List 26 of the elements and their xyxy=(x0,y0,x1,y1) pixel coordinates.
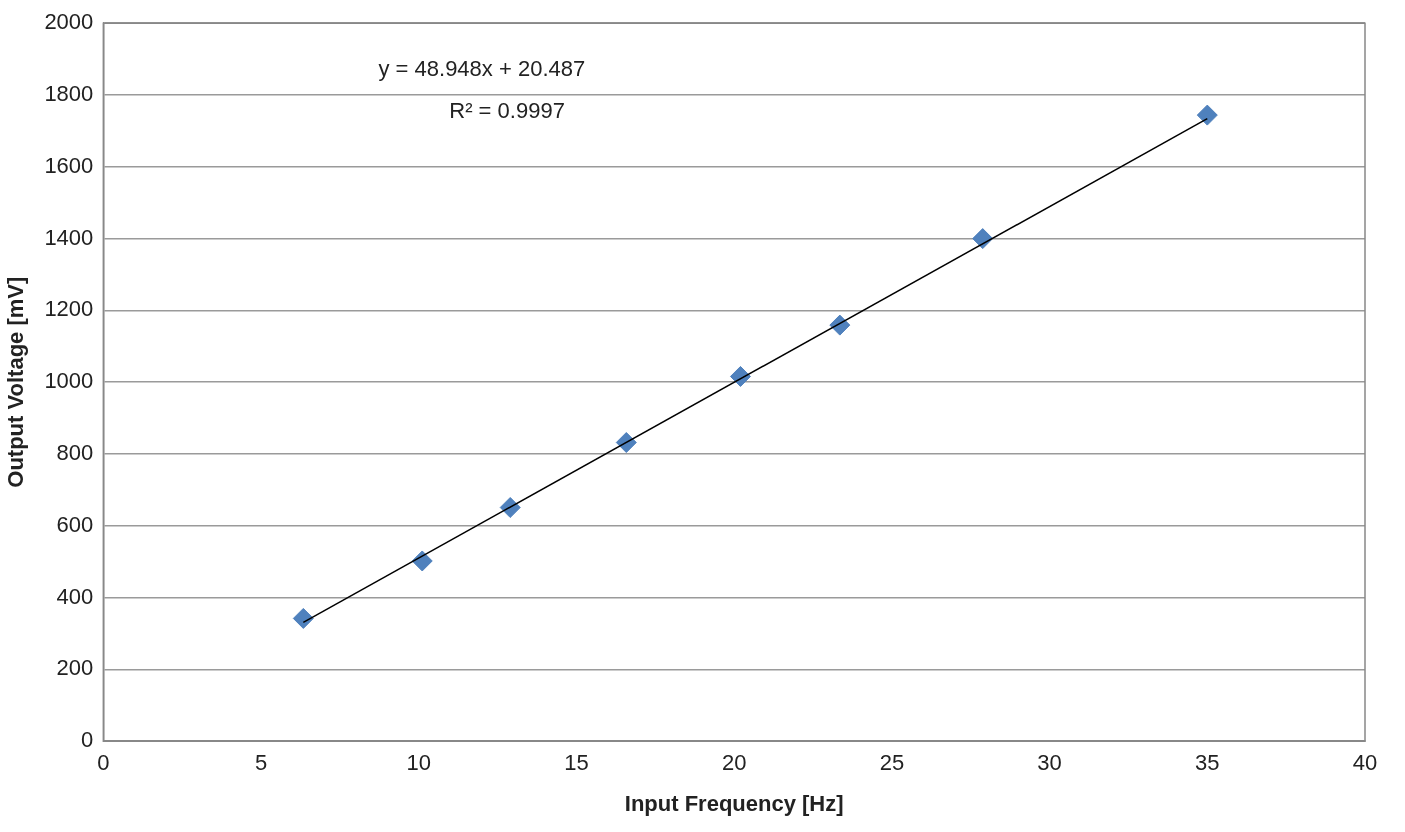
point xyxy=(292,607,314,629)
y-axis-title: Output Voltage [mV] xyxy=(3,276,29,488)
y-tick-label: 2000 xyxy=(44,9,94,35)
x-tick-label: 15 xyxy=(564,750,589,776)
x-axis-title: Input Frequency [Hz] xyxy=(624,790,844,816)
x-tick-label: 5 xyxy=(254,750,268,776)
x-tick-label: 25 xyxy=(879,750,905,776)
x-tick-label: 0 xyxy=(97,750,110,776)
y-tick-label: 400 xyxy=(56,583,94,609)
x-tick-label: 40 xyxy=(1352,750,1378,776)
y-tick-label: 1400 xyxy=(44,224,94,250)
x-tick-label: 20 xyxy=(721,750,747,776)
point xyxy=(1196,104,1218,126)
y-tick-label: 1800 xyxy=(44,81,94,107)
annotation: y = 48.948x + 20.487 xyxy=(378,56,586,82)
y-tick-label: 0 xyxy=(81,727,94,753)
annotation: R² = 0.9997 xyxy=(449,98,565,124)
y-tick-label: 1600 xyxy=(44,152,94,178)
y-tick-label: 1200 xyxy=(44,296,94,322)
x-tick-label: 30 xyxy=(1037,750,1062,776)
y-tick-label: 800 xyxy=(56,440,94,466)
x-tick-label: 10 xyxy=(406,750,431,776)
y-tick-label: 200 xyxy=(56,655,94,681)
y-tick-label: 1000 xyxy=(44,368,94,394)
x-tick-label: 35 xyxy=(1195,750,1220,776)
y-tick-label: 600 xyxy=(56,511,94,537)
